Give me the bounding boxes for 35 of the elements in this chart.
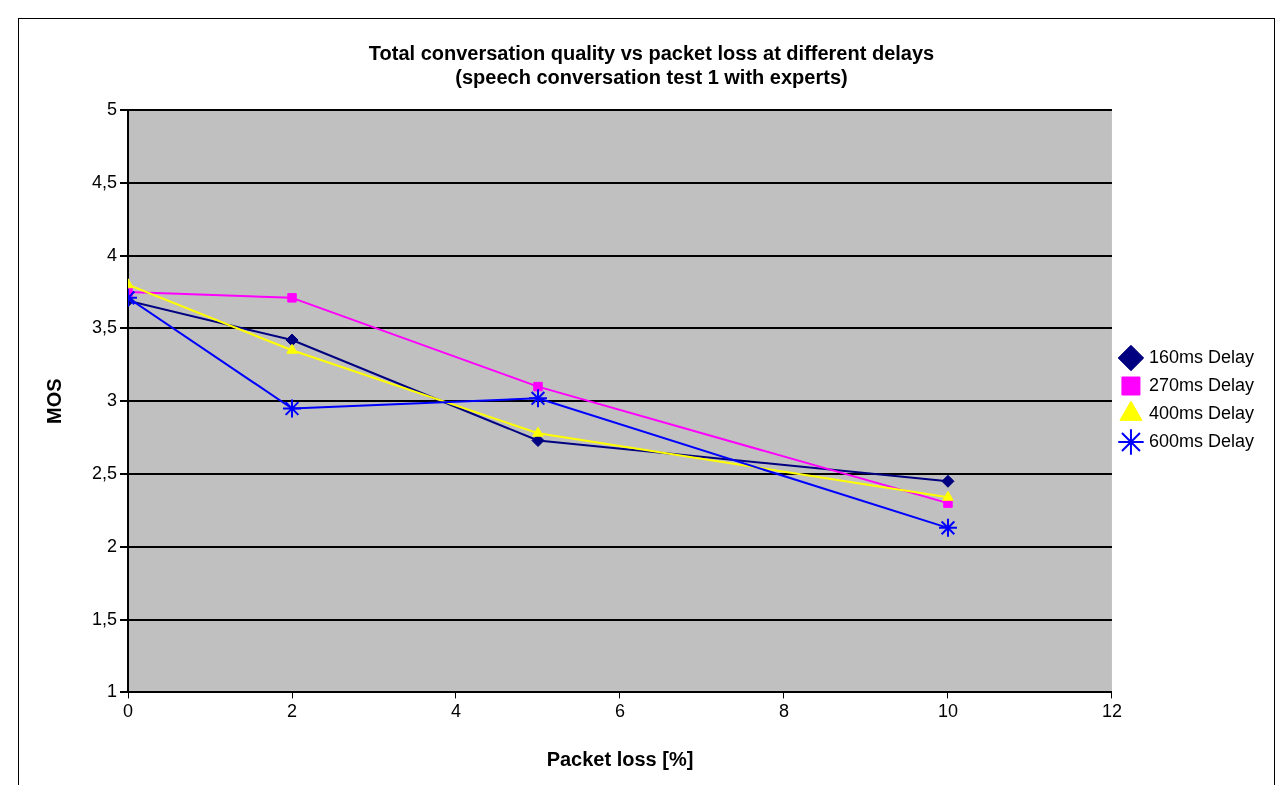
y-tick-label: 5 (107, 98, 118, 119)
point (282, 398, 303, 419)
y-tick-label: 1 (107, 681, 118, 702)
x-tick-label: 6 (614, 701, 625, 722)
y-axis-title: MOS (42, 378, 65, 424)
y-tick-label: 2 (107, 535, 118, 556)
text: Total conversation quality vs packet loss at different delays (368, 41, 935, 64)
x-tick-label: 8 (778, 701, 789, 722)
point (286, 343, 298, 354)
x-tick-label: 4 (450, 701, 462, 722)
text: (speech conversation test 1 with experts) (455, 65, 848, 88)
point (533, 381, 543, 392)
y-tick-label: 3 (107, 390, 118, 411)
point (532, 426, 544, 437)
point (527, 388, 548, 409)
y-tick-label: 4 (107, 244, 118, 265)
point (941, 474, 955, 488)
x-tick-label: 0 (123, 701, 134, 722)
point (937, 517, 958, 538)
y-tick-label: 1,5 (91, 608, 118, 629)
y-tick-label: 4,5 (91, 171, 118, 192)
y-tick-label: 3,5 (91, 317, 118, 338)
x-axis-title: Packet loss [%] (546, 747, 694, 770)
x-tick-label: 2 (287, 701, 298, 722)
y-tick-label: 2,5 (91, 462, 118, 483)
x-tick-label: 10 (937, 701, 958, 722)
x-tick-label: 12 (1101, 701, 1122, 722)
legend-label: 600ms Delay (1148, 430, 1254, 451)
point (287, 293, 297, 303)
legend-label: 160ms Delay (1148, 346, 1254, 367)
point (531, 434, 545, 448)
point (942, 490, 954, 501)
legend-label: 270ms Delay (1148, 374, 1254, 395)
legend-label: 400ms Delay (1148, 402, 1254, 423)
point (285, 333, 299, 347)
